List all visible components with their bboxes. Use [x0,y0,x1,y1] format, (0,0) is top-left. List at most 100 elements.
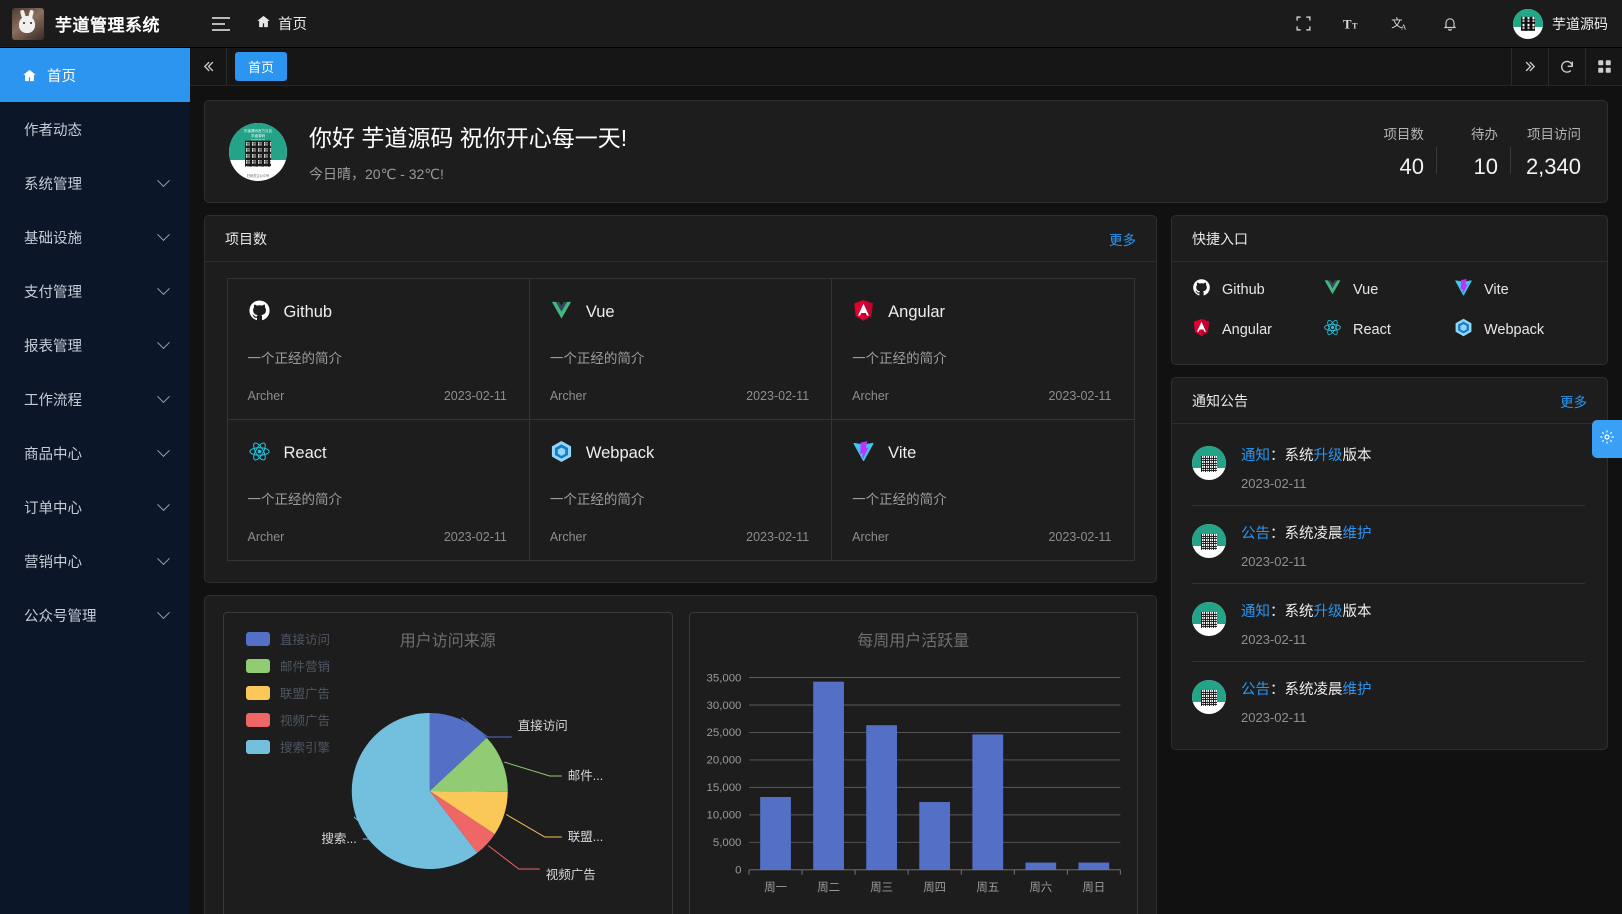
sidebar-item-menu-4[interactable]: 支付管理 [0,264,190,318]
quick-entry-label: Github [1222,282,1265,298]
project-author: Archer [852,529,889,544]
tabs-scroll-right-button[interactable] [1511,48,1548,85]
sidebar-item-menu-5[interactable]: 报表管理 [0,318,190,372]
legend-label: 搜索引擎 [280,741,331,755]
svg-text:15,000: 15,000 [706,782,741,794]
tabs-scroll-left-button[interactable] [190,48,227,85]
legend-swatch [246,739,270,754]
notice-item[interactable]: 公告：系统凌晨维护 2023-02-11 [1192,506,1585,584]
quick-entry-header: 快捷入口 [1172,216,1607,262]
project-card[interactable]: Vite 一个正经的简介 Archer 2023-02-11 [831,418,1135,561]
quick-entry-item[interactable]: Webpack [1454,318,1585,342]
notice-title: 通知：系统升级版本 [1241,604,1372,620]
notice-date: 2023-02-11 [1241,710,1307,725]
brand-title: 芋道管理系统 [55,16,160,35]
notice-item[interactable]: 公告：系统凌晨维护 2023-02-11 [1192,662,1585,739]
projects-more-link[interactable]: 更多 [1109,232,1136,248]
sidebar-item-menu-1[interactable]: 作者动态 [0,102,190,156]
sidebar-item-label: 支付管理 [24,284,82,301]
sidebar-item-menu-7[interactable]: 商品中心 [0,426,190,480]
quick-entry-item[interactable]: Vite [1454,278,1585,302]
quick-entry-item[interactable]: React [1323,318,1454,342]
project-author: Archer [247,388,285,403]
sidebar-item-menu-6[interactable]: 工作流程 [0,372,190,426]
project-card[interactable]: Github 一个正经的简介 Archer 2023-02-11 [226,277,530,420]
project-card[interactable]: Vue 一个正经的简介 Archer 2023-02-11 [528,277,833,420]
project-card[interactable]: React 一个正经的简介 Archer 2023-02-11 [226,418,530,561]
project-date: 2023-02-11 [1048,388,1112,403]
project-desc: 一个正经的简介 [247,491,343,507]
project-card[interactable]: Angular 一个正经的简介 Archer 2023-02-11 [831,277,1135,420]
pie-chart-title: 用户访问来源 [399,633,496,650]
svg-text:10,000: 10,000 [706,810,741,822]
svg-text:文: 文 [1391,16,1402,30]
user-name: 芋道源码 [1552,15,1608,32]
quick-entry-item[interactable]: Github [1192,278,1323,302]
sidebar-item-menu-9[interactable]: 营销中心 [0,534,190,588]
sidebar-item-label: 营销中心 [24,554,82,571]
bell-icon[interactable] [1440,14,1460,34]
pie-legend-item[interactable]: 视频广告 [246,710,330,729]
sidebar-item-menu-8[interactable]: 订单中心 [0,480,190,534]
project-card[interactable]: Webpack 一个正经的简介 Archer 2023-02-11 [528,418,833,561]
gear-icon [1599,429,1615,450]
webpack-icon [550,440,573,468]
notice-item[interactable]: 通知：系统升级版本 2023-02-11 [1192,428,1585,506]
legend-swatch [246,631,270,646]
user-menu[interactable]: 芋道源码 [1513,8,1608,39]
pie-chart: 用户访问来源 直接访问 邮件营销 联盟广告 视频广告 搜索引擎 直接访问 邮件..… [223,612,673,914]
webpack-icon [1454,318,1473,342]
pie-legend-item[interactable]: 邮件营销 [246,656,330,675]
pie-legend-item[interactable]: 联盟广告 [246,683,330,702]
refresh-button[interactable] [1548,48,1585,85]
chevron-down-icon [157,497,170,511]
quick-entry-item[interactable]: Vue [1323,278,1454,302]
svg-text:周二: 周二 [817,881,840,894]
svg-text:周三: 周三 [870,881,893,894]
sidebar-item-home[interactable]: 首页 [0,48,190,102]
project-name: Github [283,303,333,321]
sidebar-item-menu-2[interactable]: 系统管理 [0,156,190,210]
fullscreen-icon[interactable] [1293,14,1313,34]
project-desc: 一个正经的简介 [852,350,947,366]
vite-icon [852,440,875,468]
svg-text:25,000: 25,000 [706,727,741,739]
github-icon [1192,278,1211,302]
notices-more-link[interactable]: 更多 [1560,394,1587,410]
tab-home[interactable]: 首页 [235,52,288,81]
pie-legend-item[interactable]: 搜索引擎 [246,737,330,756]
sidebar-item-menu-3[interactable]: 基础设施 [0,210,190,264]
breadcrumb-home[interactable]: 首页 [256,13,307,34]
notices-card: 通知公告 更多 通知：系统升级版本 2023-02-11 公告：系统凌晨维护 2… [1171,377,1608,750]
settings-fab-button[interactable] [1592,420,1622,458]
pie-chart-legend: 直接访问 邮件营销 联盟广告 视频广告 搜索引擎 [246,629,330,756]
project-date: 2023-02-11 [746,388,810,403]
quick-entry-label: Webpack [1484,322,1545,338]
sidebar-item-menu-10[interactable]: 公众号管理 [0,588,190,642]
project-name: Vue [585,303,615,321]
legend-swatch [246,658,270,673]
stat-2: 项目访问 2,340 [1498,123,1581,180]
notice-item[interactable]: 通知：系统升级版本 2023-02-11 [1192,584,1585,662]
notice-title: 公告：系统凌晨维护 [1241,682,1372,698]
project-author: Archer [549,388,587,403]
svg-text:20,000: 20,000 [706,755,741,767]
notice-date: 2023-02-11 [1241,632,1307,647]
quick-entry-item[interactable]: Angular [1192,318,1323,342]
sidebar-item-label: 公众号管理 [24,608,97,625]
svg-text:T: T [1352,21,1358,30]
grid-view-button[interactable] [1585,48,1622,85]
chevron-down-icon [157,227,170,241]
menu-toggle-icon[interactable] [212,16,230,31]
brand[interactable]: 芋道管理系统 [12,7,190,40]
quick-entry-card: 快捷入口 Github Vue Vite Angular React Webpa… [1171,215,1608,365]
svg-text:周一: 周一 [764,881,787,894]
pie-legend-item[interactable]: 直接访问 [246,629,330,648]
svg-text:周四: 周四 [923,881,946,894]
svg-text:周六: 周六 [1029,881,1052,894]
